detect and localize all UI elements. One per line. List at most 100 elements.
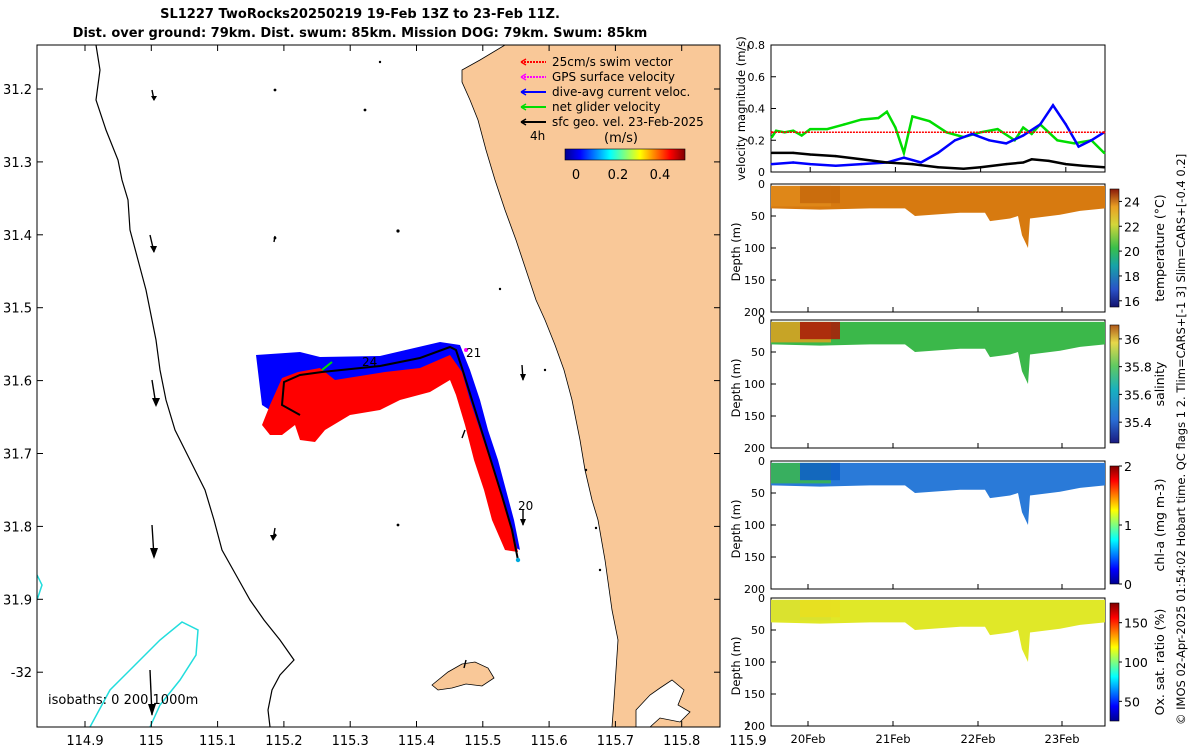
map-x-tick-label: 114.9 — [66, 734, 103, 749]
net-glider-velocity-segment — [321, 361, 333, 371]
profile-y-tick-label: 50 — [751, 487, 765, 500]
velocity-point — [970, 132, 974, 136]
map-panel: 20 21 24 114.9 115 115.1 115.2 115.3 115.4 115… — [3, 44, 767, 749]
map-x-tick-label: 115.8 — [663, 734, 700, 749]
velocity-point — [1004, 142, 1008, 145]
velocity-point — [1064, 162, 1068, 166]
velocity-point — [1090, 139, 1093, 142]
profile-y-label: Depth (m) — [729, 500, 743, 559]
profile-colorbar-label: salinity — [1152, 361, 1167, 406]
profile-y-tick-label: 150 — [744, 551, 765, 564]
estuary — [635, 679, 691, 727]
map-y-tick-label: 31.3 — [3, 156, 32, 171]
velocity-point — [770, 162, 774, 166]
figure-title-line-1: SL1227 TwoRocks20250219 19-Feb 13Z to 23… — [160, 7, 560, 22]
map-y-tick-label: 31.7 — [3, 448, 32, 463]
profile-y-tick-label: 0 — [758, 455, 765, 468]
velocity-point — [1077, 145, 1080, 148]
profile-x-tick-label: 23Feb — [1045, 732, 1080, 746]
profile-y-tick-label: 50 — [751, 346, 765, 359]
profile-colorbar-tick-label: 16 — [1124, 294, 1140, 309]
legend-arrowhead — [520, 58, 527, 66]
profile-data-band — [771, 599, 1105, 662]
profile-y-tick-label: 200 — [744, 583, 765, 596]
map-y-tick-label: 31.8 — [3, 520, 32, 535]
profile-y-label: Depth (m) — [729, 359, 743, 418]
velocity-point — [1039, 123, 1042, 126]
legend-arrowhead — [520, 118, 527, 126]
velocity-point — [808, 153, 812, 156]
gps-marker — [464, 348, 468, 352]
profile-colorbar-tick-label: 150 — [1124, 616, 1148, 631]
velocity-point — [902, 151, 906, 155]
profile-colorbar — [1109, 188, 1120, 308]
day-label-21: 21 — [466, 346, 481, 360]
velocity-point — [962, 167, 965, 171]
velocity-point — [800, 134, 803, 137]
profile-y-tick-label: 0 — [758, 592, 765, 605]
profile-y-tick-label: 100 — [744, 656, 765, 669]
speed-colorbar — [564, 148, 686, 161]
profile-colorbar-tick-label: 36 — [1124, 332, 1140, 347]
profile-colorbar-tick-label: 24 — [1124, 194, 1140, 209]
profile-colorbar-tick-label: 2 — [1124, 459, 1132, 474]
legend-arrowhead — [520, 88, 527, 96]
profile-y-tick-label: 100 — [744, 242, 765, 255]
swim-vector-fringe — [262, 355, 518, 552]
velocity-point — [936, 166, 940, 169]
profile-panel-salinity: 0 50 100 150 200 Depth (m) 35.4 35.6 35.8 36 salin… — [729, 314, 1167, 455]
velocity-point — [1022, 134, 1025, 137]
day-label-24: 24 — [362, 355, 377, 369]
profile-panel-oxygen-saturation: 0 50 100 150 200 Depth (m) 50 100 150 Ox. sat. ra… — [729, 592, 1167, 746]
velocity-point — [885, 110, 889, 113]
profile-colorbar-tick-label: 100 — [1124, 655, 1148, 670]
velocity-point — [826, 127, 829, 131]
day-label-20: 20 — [518, 499, 533, 513]
map-x-tick-label: 115.2 — [265, 734, 302, 749]
velocity-point — [877, 116, 880, 120]
legend-label: dive-avg current veloc. — [552, 85, 690, 99]
map-y-tick-label: 31.5 — [3, 302, 32, 317]
profile-y-tick-label: 200 — [744, 720, 765, 733]
velocity-point — [1056, 139, 1059, 142]
velocity-point — [894, 126, 897, 129]
colorbar-units: (m/s) — [604, 131, 638, 146]
profile-colorbar-tick-label: 0 — [1124, 577, 1132, 592]
map-x-tick-label: 115 — [139, 734, 164, 749]
speed-colorbar-tick-label: 0.4 — [650, 168, 671, 183]
profile-colorbar-label: temperature (°C) — [1152, 194, 1167, 301]
profile-colorbar-tick-label: 35.8 — [1124, 360, 1152, 375]
net-glider-track-line — [280, 345, 519, 561]
map-x-axis: 114.9 115 115.1 115.2 115.3 115.4 115.5 115.6 11… — [66, 45, 767, 749]
profile-y-tick-label: 0 — [758, 314, 765, 327]
velocity-axes — [770, 44, 1106, 173]
speed-colorbar-ticks: 0 0.2 0.4 — [572, 168, 670, 183]
profile-colorbar-tick-label: 20 — [1124, 244, 1140, 259]
land-mass — [461, 45, 720, 727]
velocity-point — [1102, 131, 1106, 134]
velocity-point — [860, 158, 863, 161]
profile-colorbar-tick-label: 22 — [1124, 219, 1140, 234]
legend-label: GPS surface velocity — [552, 70, 675, 84]
velocity-point — [791, 161, 795, 164]
profile-y-tick-label: 200 — [744, 306, 765, 319]
legend-arrowhead — [520, 73, 527, 81]
velocity-series-line — [771, 103, 1105, 167]
profile-colorbar-tick-label: 35.4 — [1124, 415, 1152, 430]
island — [431, 661, 495, 691]
velocity-point — [834, 154, 837, 158]
profile-y-tick-label: 0 — [758, 178, 765, 191]
sfc-geo-vector-heads — [148, 96, 526, 716]
profile-colorbar — [1109, 465, 1120, 585]
velocity-point — [770, 131, 774, 134]
profile-colorbar-label: chl-a (mg m-3) — [1152, 479, 1167, 572]
velocity-point — [791, 151, 795, 155]
isobath-label: isobaths: 0 200 1000m — [48, 693, 198, 708]
velocity-point — [979, 166, 982, 169]
velocity-point — [1102, 151, 1106, 155]
profile-data-band — [771, 321, 1105, 384]
map-x-tick-label: 115.4 — [398, 734, 435, 749]
velocity-point — [808, 127, 812, 131]
